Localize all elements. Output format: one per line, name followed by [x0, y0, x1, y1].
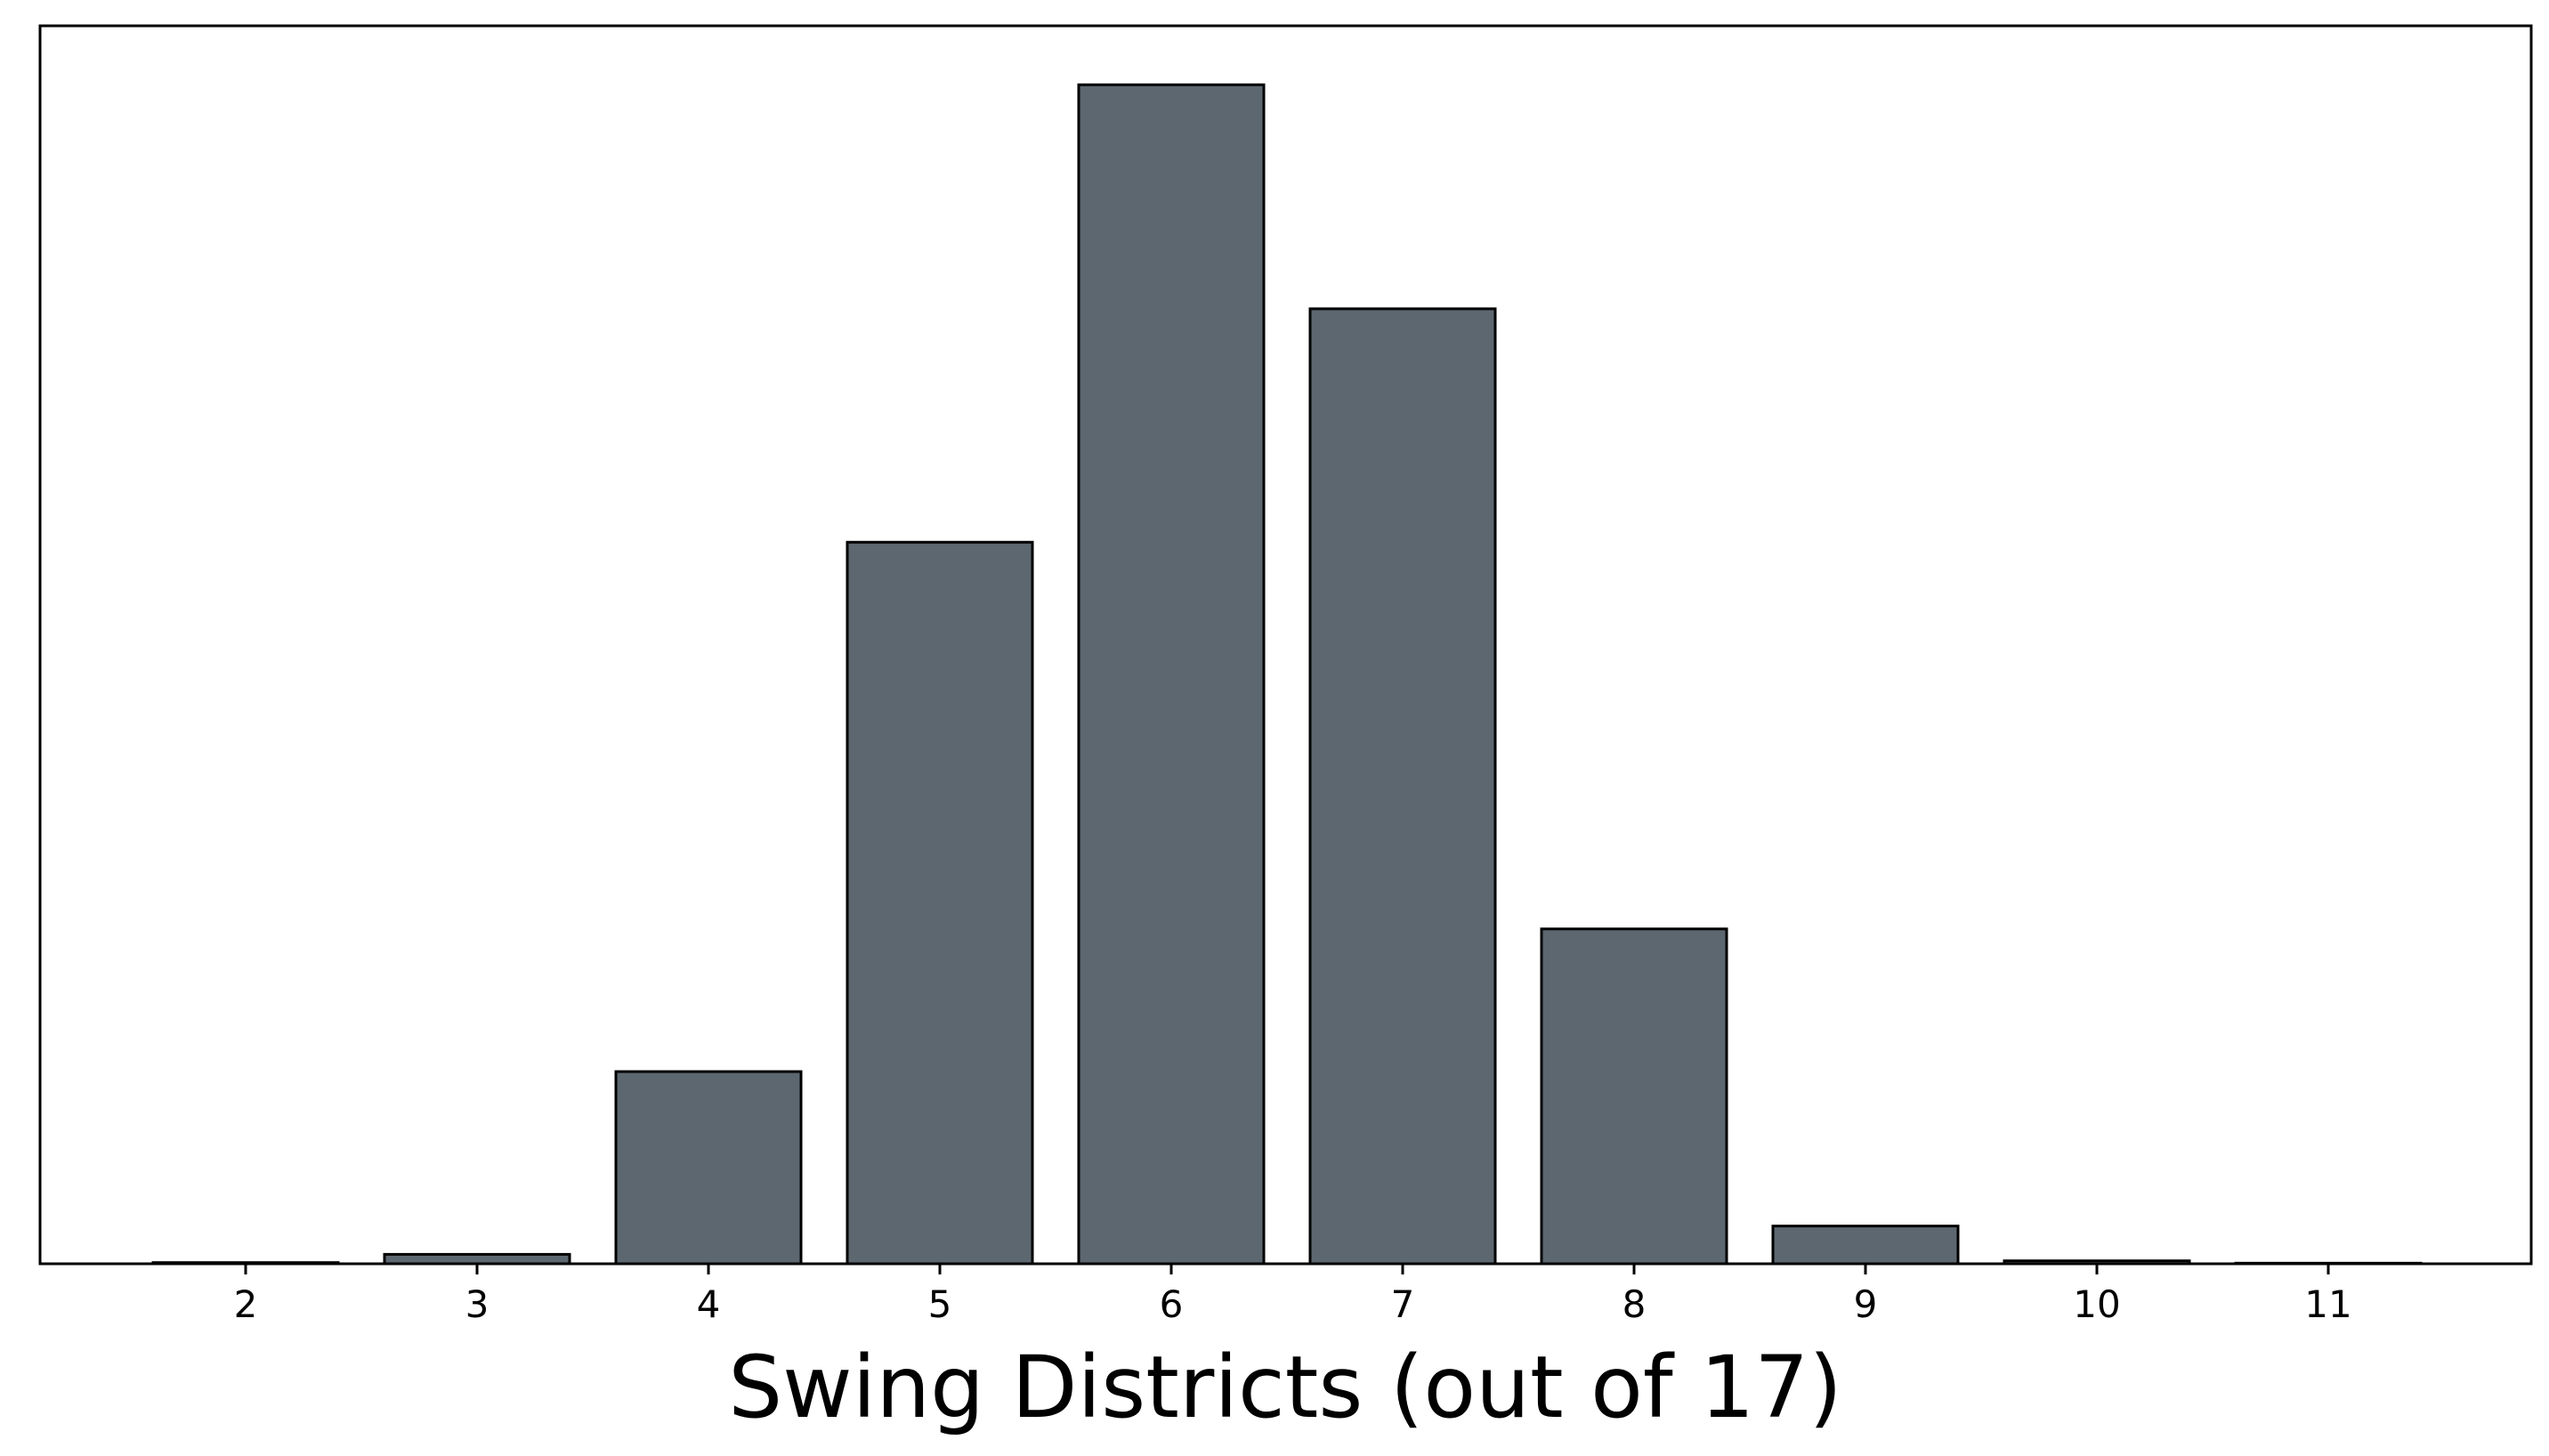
x-tick-label-8: 8 — [1622, 1282, 1647, 1326]
x-tick-label-10: 10 — [2073, 1282, 2120, 1326]
bar-4 — [614, 1070, 803, 1266]
plot-frame — [38, 24, 2533, 1266]
x-tick-label-3: 3 — [465, 1282, 490, 1326]
bar-5 — [846, 540, 1034, 1266]
bar-9 — [1771, 1225, 1960, 1266]
x-tick-label-7: 7 — [1391, 1282, 1415, 1326]
x-tick-label-6: 6 — [1160, 1282, 1184, 1326]
bar-7 — [1308, 307, 1497, 1266]
x-tick-label-11: 11 — [2304, 1282, 2351, 1326]
x-axis-label: Swing Districts (out of 17) — [728, 1338, 1842, 1437]
x-ticks: 2 3 4 5 6 7 8 9 10 11 — [234, 1264, 2352, 1326]
x-tick-label-2: 2 — [234, 1282, 258, 1326]
x-tick-label-5: 5 — [928, 1282, 952, 1326]
x-tick-label-4: 4 — [697, 1282, 721, 1326]
bar-8 — [1540, 927, 1728, 1266]
x-tick-label-9: 9 — [1854, 1282, 1878, 1326]
bar-6 — [1077, 83, 1266, 1266]
bars — [151, 83, 2423, 1266]
bar-3 — [383, 1252, 571, 1266]
